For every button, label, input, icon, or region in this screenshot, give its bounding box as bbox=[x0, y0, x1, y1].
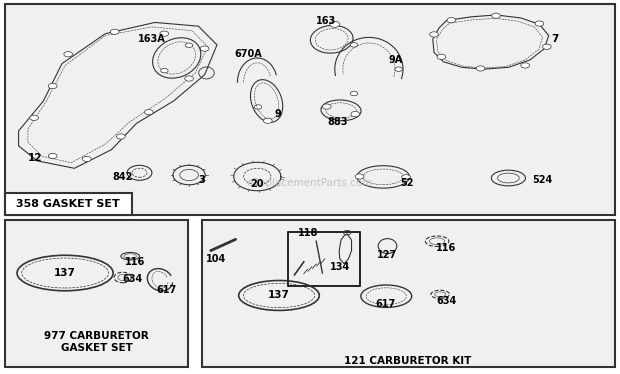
Text: 20: 20 bbox=[250, 180, 264, 189]
Text: 634: 634 bbox=[436, 296, 456, 306]
Bar bbox=[5, 193, 132, 215]
Circle shape bbox=[30, 115, 38, 120]
Text: 163A: 163A bbox=[138, 34, 166, 44]
Text: eReplacementParts.com: eReplacementParts.com bbox=[247, 178, 373, 188]
Text: 9A: 9A bbox=[389, 55, 402, 65]
Circle shape bbox=[117, 134, 125, 139]
Text: 12: 12 bbox=[28, 153, 42, 163]
Text: 358 GASKET SET: 358 GASKET SET bbox=[16, 199, 120, 209]
Circle shape bbox=[437, 54, 446, 59]
Circle shape bbox=[330, 21, 340, 27]
Text: 977 CARBURETOR
GASKET SET: 977 CARBURETOR GASKET SET bbox=[45, 331, 149, 353]
Circle shape bbox=[355, 174, 364, 179]
Bar bbox=[5, 4, 615, 215]
Text: 52: 52 bbox=[401, 178, 414, 187]
Circle shape bbox=[492, 13, 500, 18]
Circle shape bbox=[402, 175, 410, 180]
Bar bbox=[202, 220, 615, 367]
Text: 7: 7 bbox=[551, 34, 559, 44]
Circle shape bbox=[48, 83, 57, 89]
Text: 134: 134 bbox=[330, 263, 350, 272]
Text: 617: 617 bbox=[156, 285, 176, 295]
Circle shape bbox=[48, 153, 57, 159]
Circle shape bbox=[395, 67, 402, 71]
Circle shape bbox=[430, 32, 438, 37]
Text: 524: 524 bbox=[533, 175, 552, 185]
Bar bbox=[288, 232, 360, 286]
Circle shape bbox=[144, 110, 153, 115]
Circle shape bbox=[185, 76, 193, 81]
Text: 118: 118 bbox=[298, 228, 318, 237]
Text: 163: 163 bbox=[316, 16, 336, 25]
Circle shape bbox=[161, 68, 168, 73]
Text: 116: 116 bbox=[436, 243, 456, 253]
Circle shape bbox=[200, 46, 209, 51]
Text: 116: 116 bbox=[125, 257, 145, 267]
Circle shape bbox=[110, 29, 119, 34]
Circle shape bbox=[476, 66, 485, 71]
Text: 634: 634 bbox=[122, 274, 142, 284]
Circle shape bbox=[82, 156, 91, 162]
Circle shape bbox=[160, 31, 169, 36]
Circle shape bbox=[322, 104, 331, 109]
Text: 617: 617 bbox=[376, 299, 396, 309]
Text: 3: 3 bbox=[198, 175, 205, 184]
Circle shape bbox=[542, 44, 551, 49]
Circle shape bbox=[185, 43, 193, 47]
Circle shape bbox=[447, 18, 456, 23]
Text: 104: 104 bbox=[206, 254, 226, 264]
Circle shape bbox=[64, 52, 73, 57]
Text: 127: 127 bbox=[378, 250, 397, 260]
Text: 842: 842 bbox=[112, 172, 132, 181]
Circle shape bbox=[535, 21, 544, 26]
Circle shape bbox=[521, 63, 529, 68]
Text: 121 CARBURETOR KIT: 121 CARBURETOR KIT bbox=[344, 356, 472, 366]
Circle shape bbox=[254, 105, 262, 109]
Text: 137: 137 bbox=[268, 291, 290, 300]
Text: 9: 9 bbox=[275, 110, 281, 119]
Circle shape bbox=[350, 43, 358, 47]
Text: 883: 883 bbox=[327, 117, 348, 126]
Circle shape bbox=[264, 118, 272, 123]
Circle shape bbox=[351, 111, 360, 117]
Bar bbox=[5, 220, 188, 367]
Text: 670A: 670A bbox=[234, 49, 262, 59]
Circle shape bbox=[350, 91, 358, 96]
Text: 137: 137 bbox=[54, 268, 76, 278]
